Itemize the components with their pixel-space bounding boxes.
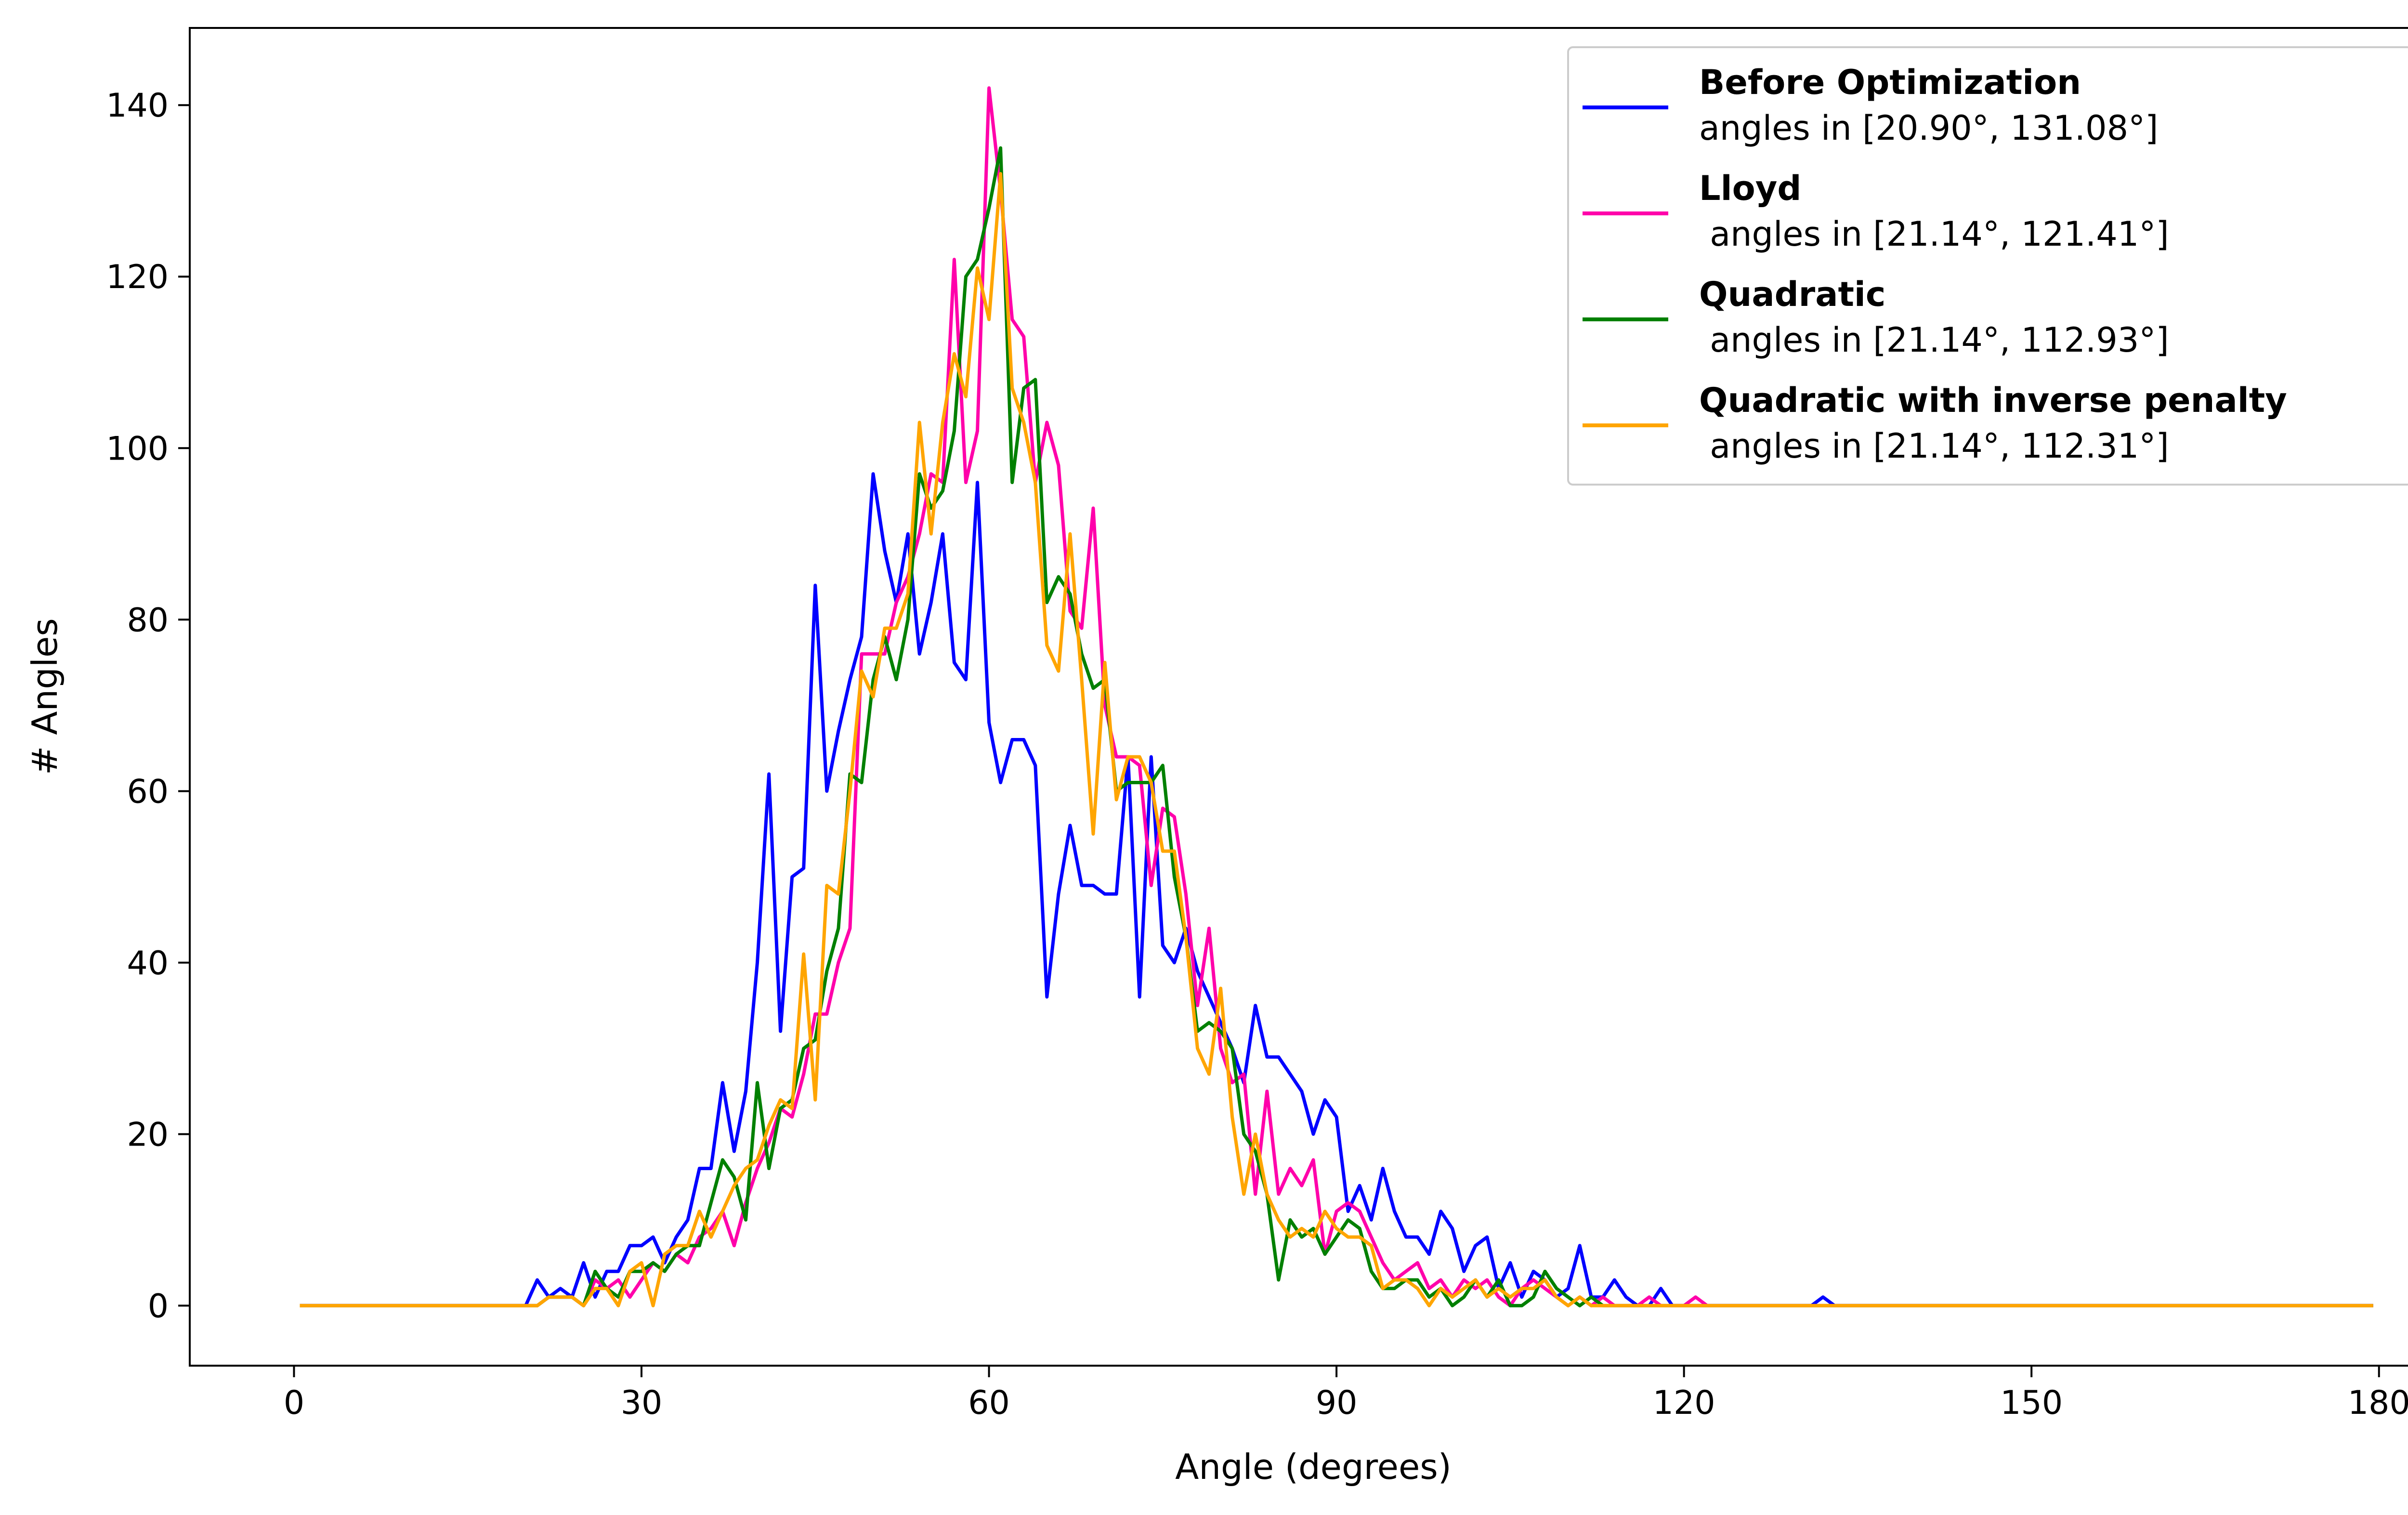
series-line-3 (300, 172, 2373, 1307)
x-axis: 0 30 60 90 120 150 180 (284, 1366, 2408, 1422)
y-axis-label: # Angles (25, 618, 65, 775)
legend-range: angles in [21.14°, 121.41°] (1699, 214, 2169, 254)
x-tick-label: 30 (621, 1384, 663, 1422)
legend-range: angles in [21.14°, 112.31°] (1699, 426, 2169, 466)
y-tick-label: 20 (127, 1116, 169, 1154)
legend-box (1567, 46, 2408, 486)
legend-label: Quadratic with inverse penalty (1699, 381, 2287, 420)
x-axis-label: Angle (degrees) (1175, 1447, 1452, 1487)
x-tick-label: 180 (2348, 1384, 2408, 1422)
legend-entry-lloyd: Lloyd angles in [21.14°, 121.41°] (1583, 169, 2169, 254)
x-tick-label: 60 (968, 1384, 1010, 1422)
legend: Before Optimization angles in [20.90°, 1… (1567, 46, 2408, 486)
legend-label: Before Optimization (1699, 63, 2081, 102)
y-tick-label: 120 (106, 258, 169, 296)
legend-entry-quadratic: Quadratic angles in [21.14°, 112.93°] (1583, 275, 2169, 360)
legend-range: angles in [20.90°, 131.08°] (1699, 108, 2158, 148)
legend-range: angles in [21.14°, 112.93°] (1699, 320, 2169, 360)
legend-entry-before-optimization: Before Optimization angles in [20.90°, 1… (1583, 63, 2158, 148)
series-line-2 (300, 146, 2373, 1307)
x-tick-label: 0 (284, 1384, 304, 1422)
x-tick-label: 90 (1316, 1384, 1358, 1422)
y-tick-label: 0 (148, 1287, 169, 1325)
y-tick-label: 100 (106, 430, 169, 468)
y-tick-label: 60 (127, 773, 169, 811)
legend-label: Quadratic (1699, 275, 1885, 314)
legend-label: Lloyd (1699, 169, 1801, 208)
series-layer (300, 86, 2373, 1307)
y-tick-label: 80 (127, 601, 169, 639)
y-tick-label: 140 (106, 87, 169, 125)
legend-entry-quadratic-inverse-penalty: Quadratic with inverse penalty angles in… (1583, 381, 2287, 466)
x-tick-label: 120 (1653, 1384, 1715, 1422)
x-tick-label: 150 (2000, 1384, 2063, 1422)
series-line-0 (300, 472, 2373, 1307)
y-tick-label: 40 (127, 944, 169, 982)
y-axis: 0 20 40 60 80 100 120 140 (106, 87, 190, 1325)
plot-frame (189, 27, 2408, 1367)
